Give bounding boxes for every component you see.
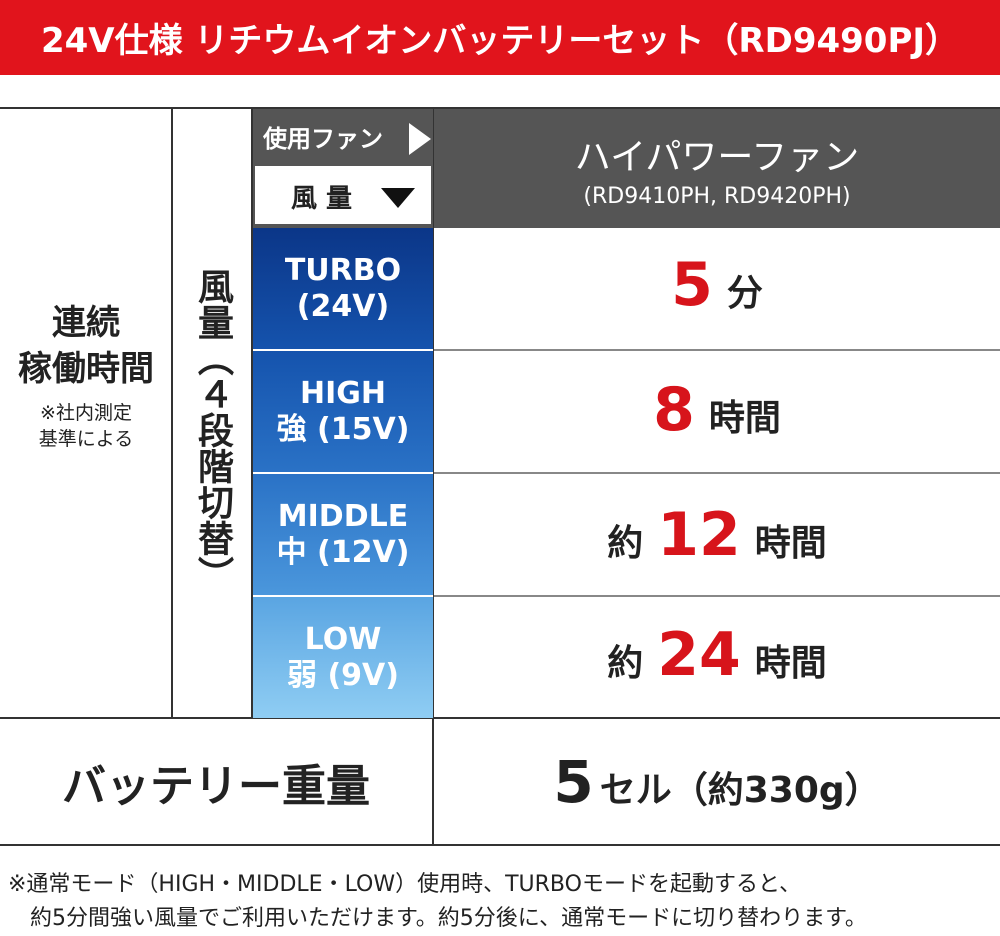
- runtime-number: 24: [657, 620, 741, 690]
- fan-name: ハイパワーファン: [574, 137, 860, 178]
- row-header: 連続 稼働時間 ※社内測定基準による: [0, 300, 172, 452]
- runtime-unit: 分: [726, 273, 763, 314]
- row-divider: [434, 472, 1000, 474]
- battery-label: バッテリー重量: [62, 760, 370, 812]
- runtime-unit: 時間: [754, 643, 827, 684]
- border: [0, 107, 1000, 109]
- mode-voltage: 中 (12V): [276, 534, 410, 570]
- row-divider: [434, 595, 1000, 597]
- runtime-prefix: 約: [607, 523, 644, 564]
- mode-name: MIDDLE: [277, 498, 409, 534]
- battery-value: 5 セル（約330g）: [434, 748, 1000, 816]
- mode-cell: MIDDLE 中 (12V): [253, 474, 433, 597]
- arrow-down: [381, 188, 415, 208]
- fan-models: (RD9410PH, RD9420PH): [583, 184, 851, 209]
- runtime-unit: 時間: [754, 523, 827, 564]
- border: [432, 107, 434, 846]
- runtime-number: 12: [657, 500, 741, 570]
- mode-cell: TURBO (24V): [253, 228, 433, 351]
- footnote: ※通常モード（HIGH・MIDDLE・LOW）使用時、TURBOモードを起動する…: [8, 868, 867, 936]
- note-line: ※社内測定: [40, 402, 132, 424]
- mode-voltage: 弱 (9V): [287, 657, 399, 693]
- mode-cell: LOW 弱 (9V): [253, 597, 433, 718]
- runtime: 約 12 時間: [434, 500, 1000, 570]
- mode-name: LOW: [304, 621, 382, 657]
- note-line: 基準による: [38, 428, 134, 450]
- border: [251, 107, 253, 719]
- fan-label: 使用ファン: [263, 125, 383, 153]
- footnote-line: ※通常モード（HIGH・MIDDLE・LOW）使用時、TURBOモードを起動する…: [8, 872, 802, 897]
- mode-cell: HIGH 強 (15V): [253, 351, 433, 474]
- runtime: 8 時間: [434, 375, 1000, 445]
- battery-unit: セル（約330g）: [599, 770, 881, 811]
- mode-voltage: (24V): [296, 288, 390, 324]
- volume-label-box: 風 量: [255, 166, 431, 224]
- mode-name: HIGH: [299, 375, 386, 411]
- row-header-note: ※社内測定基準による: [39, 400, 133, 452]
- runtime-number: 8: [653, 375, 695, 445]
- row-header-title: 稼働時間: [18, 349, 154, 389]
- runtime-prefix: 約: [607, 643, 644, 684]
- row-header-title: 連続: [52, 303, 120, 343]
- border: [0, 844, 1000, 846]
- border: [0, 717, 1000, 719]
- fan-header-cell: 使用ファン 風 量: [253, 109, 433, 228]
- mode-voltage: 強 (15V): [276, 411, 410, 447]
- volume-header: 風量（４段階切替）: [192, 268, 233, 592]
- mode-name: TURBO: [284, 252, 402, 288]
- footnote-line: 約5分間強い風量でご利用いただけます。約5分後に、通常モードに切り替わります。: [30, 906, 867, 931]
- header-title: 24V仕様 リチウムイオンバッテリーセット（RD9490PJ）: [0, 0, 1000, 75]
- runtime: 約 24 時間: [434, 620, 1000, 690]
- volume-label: 風 量: [291, 184, 353, 214]
- arrow-right: [409, 123, 431, 155]
- runtime-number: 5: [671, 250, 713, 320]
- fan-name-cell: ハイパワーファン (RD9410PH, RD9420PH): [434, 109, 1000, 228]
- border: [171, 107, 173, 719]
- runtime-unit: 時間: [708, 398, 781, 439]
- battery-number: 5: [553, 748, 594, 816]
- row-divider: [434, 349, 1000, 351]
